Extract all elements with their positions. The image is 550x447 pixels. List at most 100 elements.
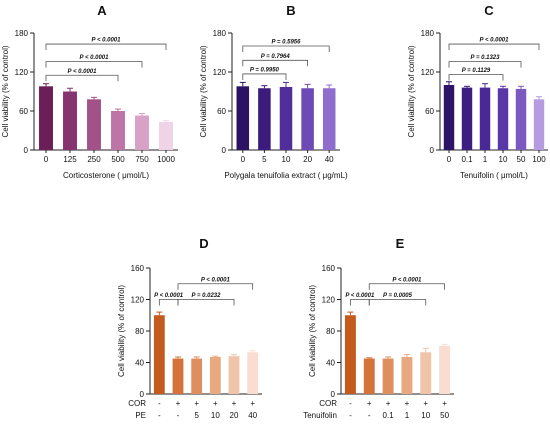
bar xyxy=(258,88,271,150)
y-tick-label: 0 xyxy=(331,390,336,399)
significance-bracket xyxy=(158,299,179,306)
y-tick-label: 120 xyxy=(421,68,435,77)
row-value: + xyxy=(194,399,199,408)
significance-bracket xyxy=(448,74,504,81)
significance-bracket xyxy=(242,45,330,52)
panel-a: A 0 60 120 180 Cell viability (% of control) 0… xyxy=(1,3,178,180)
row-label: COR xyxy=(128,399,146,408)
row-value: 10 xyxy=(421,411,430,420)
row-value: + xyxy=(386,399,391,408)
panel-title: A xyxy=(97,3,107,18)
x-tick-label: 0.1 xyxy=(461,155,473,164)
x-tick-label: 10 xyxy=(499,155,508,164)
significance-bracket xyxy=(448,61,522,68)
bar xyxy=(209,356,221,394)
x-tick-label: 50 xyxy=(517,155,526,164)
y-tick-label: 180 xyxy=(213,29,227,38)
y-axis-label: Cell viability (% of control) xyxy=(407,45,416,137)
significance-label: P < 0.0001 xyxy=(154,293,184,299)
y-tick-label: 40 xyxy=(326,359,335,368)
row-label: Tenuifolin xyxy=(303,411,337,420)
y-axis-label: Cell viability (% of control) xyxy=(308,285,317,377)
significance-label: P = 0.0232 xyxy=(192,293,222,299)
y-tick-label: 160 xyxy=(131,264,145,273)
bar xyxy=(228,356,240,394)
bar xyxy=(191,358,203,394)
y-tick-label: 0 xyxy=(24,146,29,155)
row-value: 20 xyxy=(230,411,239,420)
panel-title: C xyxy=(484,3,494,18)
panel-title: D xyxy=(199,236,208,251)
bar xyxy=(301,88,314,150)
bar xyxy=(279,86,293,150)
y-tick-label: 60 xyxy=(19,107,28,116)
row-value: + xyxy=(232,399,237,408)
bar xyxy=(363,358,375,394)
row-value: 10 xyxy=(211,411,220,420)
y-tick-label: 180 xyxy=(15,29,29,38)
bar xyxy=(344,315,356,394)
bar xyxy=(111,111,125,150)
significance-bracket xyxy=(45,61,143,68)
y-axis-label: Cell viability (% of control) xyxy=(117,285,126,377)
bar xyxy=(322,88,336,150)
significance-label: P = 0.1129 xyxy=(462,68,491,74)
x-axis-label: Tenuifolin ( μmol/L) xyxy=(460,171,528,180)
y-tick-label: 120 xyxy=(131,296,145,305)
panel-title: E xyxy=(396,236,405,251)
significance-label: P < 0.0001 xyxy=(92,38,122,44)
bar xyxy=(497,88,509,150)
x-tick-label: 750 xyxy=(135,155,149,164)
significance-bracket xyxy=(45,43,167,51)
significance-label: P < 0.0001 xyxy=(201,277,231,283)
bar xyxy=(461,87,473,150)
x-tick-label: 5 xyxy=(262,155,267,164)
bar xyxy=(172,358,184,394)
y-tick-label: 180 xyxy=(421,29,435,38)
panel-b: B 0 60 120 180 Cell viability (% of control) 0… xyxy=(199,3,348,180)
row-value: 5 xyxy=(194,411,199,420)
row-value: - xyxy=(368,411,371,420)
y-tick-label: 60 xyxy=(217,107,226,116)
row-value: - xyxy=(349,411,352,420)
row-value: - xyxy=(158,411,161,420)
row-value: 50 xyxy=(440,411,449,420)
significance-label: P < 0.0001 xyxy=(345,293,375,299)
row-label: PE xyxy=(135,411,146,420)
significance-label: P < 0.0001 xyxy=(392,277,422,283)
significance-bracket xyxy=(368,299,427,306)
y-tick-label: 120 xyxy=(213,68,227,77)
x-tick-label: 1000 xyxy=(157,155,175,164)
bar xyxy=(247,352,259,394)
bar xyxy=(153,315,165,394)
significance-label: P = 0.0005 xyxy=(383,293,413,299)
bar xyxy=(479,87,491,150)
x-axis-label: Polygala tenuifolia extract ( μg/mL) xyxy=(224,171,348,180)
significance-label: P < 0.0001 xyxy=(80,55,110,61)
x-tick-label: 100 xyxy=(532,155,546,164)
significance-bracket xyxy=(177,299,235,306)
bar xyxy=(439,345,451,394)
significance-bracket xyxy=(350,299,370,306)
significance-label: P = 0.7964 xyxy=(261,54,291,60)
row-value: - xyxy=(177,411,180,420)
y-axis-label: Cell viability (% of control) xyxy=(1,45,10,137)
bar xyxy=(87,99,101,150)
x-tick-label: 1 xyxy=(483,155,488,164)
y-tick-label: 120 xyxy=(322,296,336,305)
y-tick-label: 40 xyxy=(135,359,144,368)
bar xyxy=(533,99,545,150)
y-tick-label: 120 xyxy=(15,68,29,77)
significance-label: P < 0.0001 xyxy=(68,69,98,75)
significance-bracket xyxy=(177,283,254,290)
row-value: 1 xyxy=(405,411,410,420)
y-tick-label: 160 xyxy=(322,264,336,273)
row-value: + xyxy=(442,399,447,408)
x-tick-label: 20 xyxy=(303,155,312,164)
row-label: COR xyxy=(319,399,337,408)
y-tick-label: 80 xyxy=(135,327,144,336)
bar xyxy=(135,115,149,150)
row-value: - xyxy=(158,399,161,408)
row-value: + xyxy=(250,399,255,408)
